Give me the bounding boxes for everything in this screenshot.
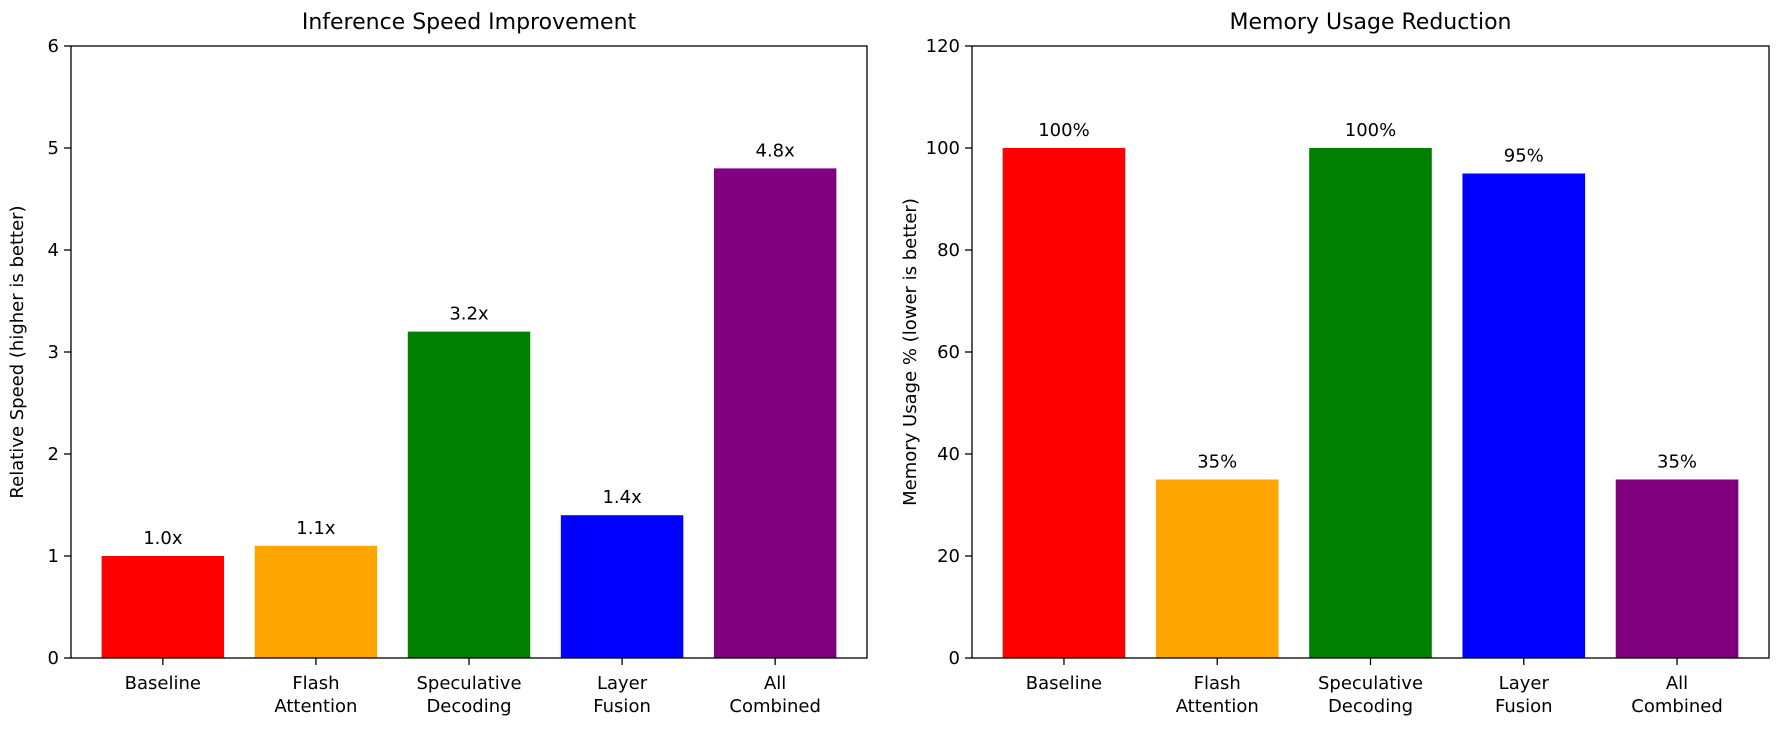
x-tick-label: Flash Attention — [1176, 673, 1259, 717]
y-tick-label: 120 — [926, 36, 960, 57]
y-tick-label: 40 — [937, 444, 960, 465]
bar-value-label: 1.4x — [602, 487, 642, 508]
x-tick-label: Layer Fusion — [593, 673, 651, 717]
y-tick-label: 4 — [48, 240, 59, 261]
bar-value-label: 100% — [1038, 120, 1089, 141]
bar-value-label: 100% — [1345, 120, 1396, 141]
y-tick-label: 60 — [937, 342, 960, 363]
y-tick-label: 5 — [48, 138, 59, 159]
x-tick-label: Flash Attention — [274, 673, 357, 717]
bar-all-combined — [1615, 479, 1739, 658]
bar-value-label: 35% — [1657, 452, 1697, 473]
bar-value-label: 1.1x — [296, 518, 336, 539]
x-tick-label: Speculative Decoding — [416, 673, 521, 717]
y-tick-label: 6 — [48, 36, 59, 57]
bar-value-label: 35% — [1197, 452, 1237, 473]
bar-all-combined — [713, 168, 837, 658]
bar-value-label: 95% — [1504, 146, 1544, 167]
x-tick-label: Baseline — [125, 673, 201, 694]
y-tick-label: 2 — [48, 444, 59, 465]
y-axis-label: Memory Usage % (lower is better) — [900, 198, 921, 506]
y-tick-label: 80 — [937, 240, 960, 261]
x-tick-label: All Combined — [1631, 673, 1722, 717]
y-tick-label: 20 — [937, 546, 960, 567]
chart-title: Memory Usage Reduction — [1230, 10, 1512, 35]
bar-layer-fusion — [560, 515, 684, 658]
bar-baseline — [1002, 148, 1126, 658]
chart-1: 1.0x 1.1x 3.2x 1.4x 4.8x 0 1 2 3 4 5 6 Baseline Flash… — [7, 10, 868, 717]
bar-value-label: 1.0x — [143, 528, 183, 549]
bar-speculative-decoding — [1309, 148, 1432, 658]
bar-flash-attention — [254, 545, 378, 658]
chart-2: 100% 35% 100% 95% 35% 0 20 40 60 80 100 120 Baseline… — [900, 10, 1770, 717]
y-tick-label: 0 — [48, 648, 59, 669]
x-tick-label: Layer Fusion — [1495, 673, 1553, 717]
y-axis-label: Relative Speed (higher is better) — [7, 205, 28, 498]
bar-flash-attention — [1155, 479, 1279, 658]
y-tick-label: 3 — [48, 342, 59, 363]
bar-value-label: 4.8x — [756, 140, 796, 161]
x-tick-label: Speculative Decoding — [1318, 673, 1423, 717]
bar-speculative-decoding — [407, 331, 531, 658]
y-tick-label: 0 — [949, 648, 960, 669]
x-tick-label: Baseline — [1026, 673, 1102, 694]
bar-baseline — [101, 556, 225, 658]
y-tick-label: 100 — [926, 138, 960, 159]
bar-layer-fusion — [1462, 173, 1586, 658]
x-tick-label: All Combined — [729, 673, 820, 717]
y-tick-label: 1 — [48, 546, 59, 567]
bar-value-label: 3.2x — [449, 304, 489, 325]
chart-title: Inference Speed Improvement — [302, 10, 637, 35]
